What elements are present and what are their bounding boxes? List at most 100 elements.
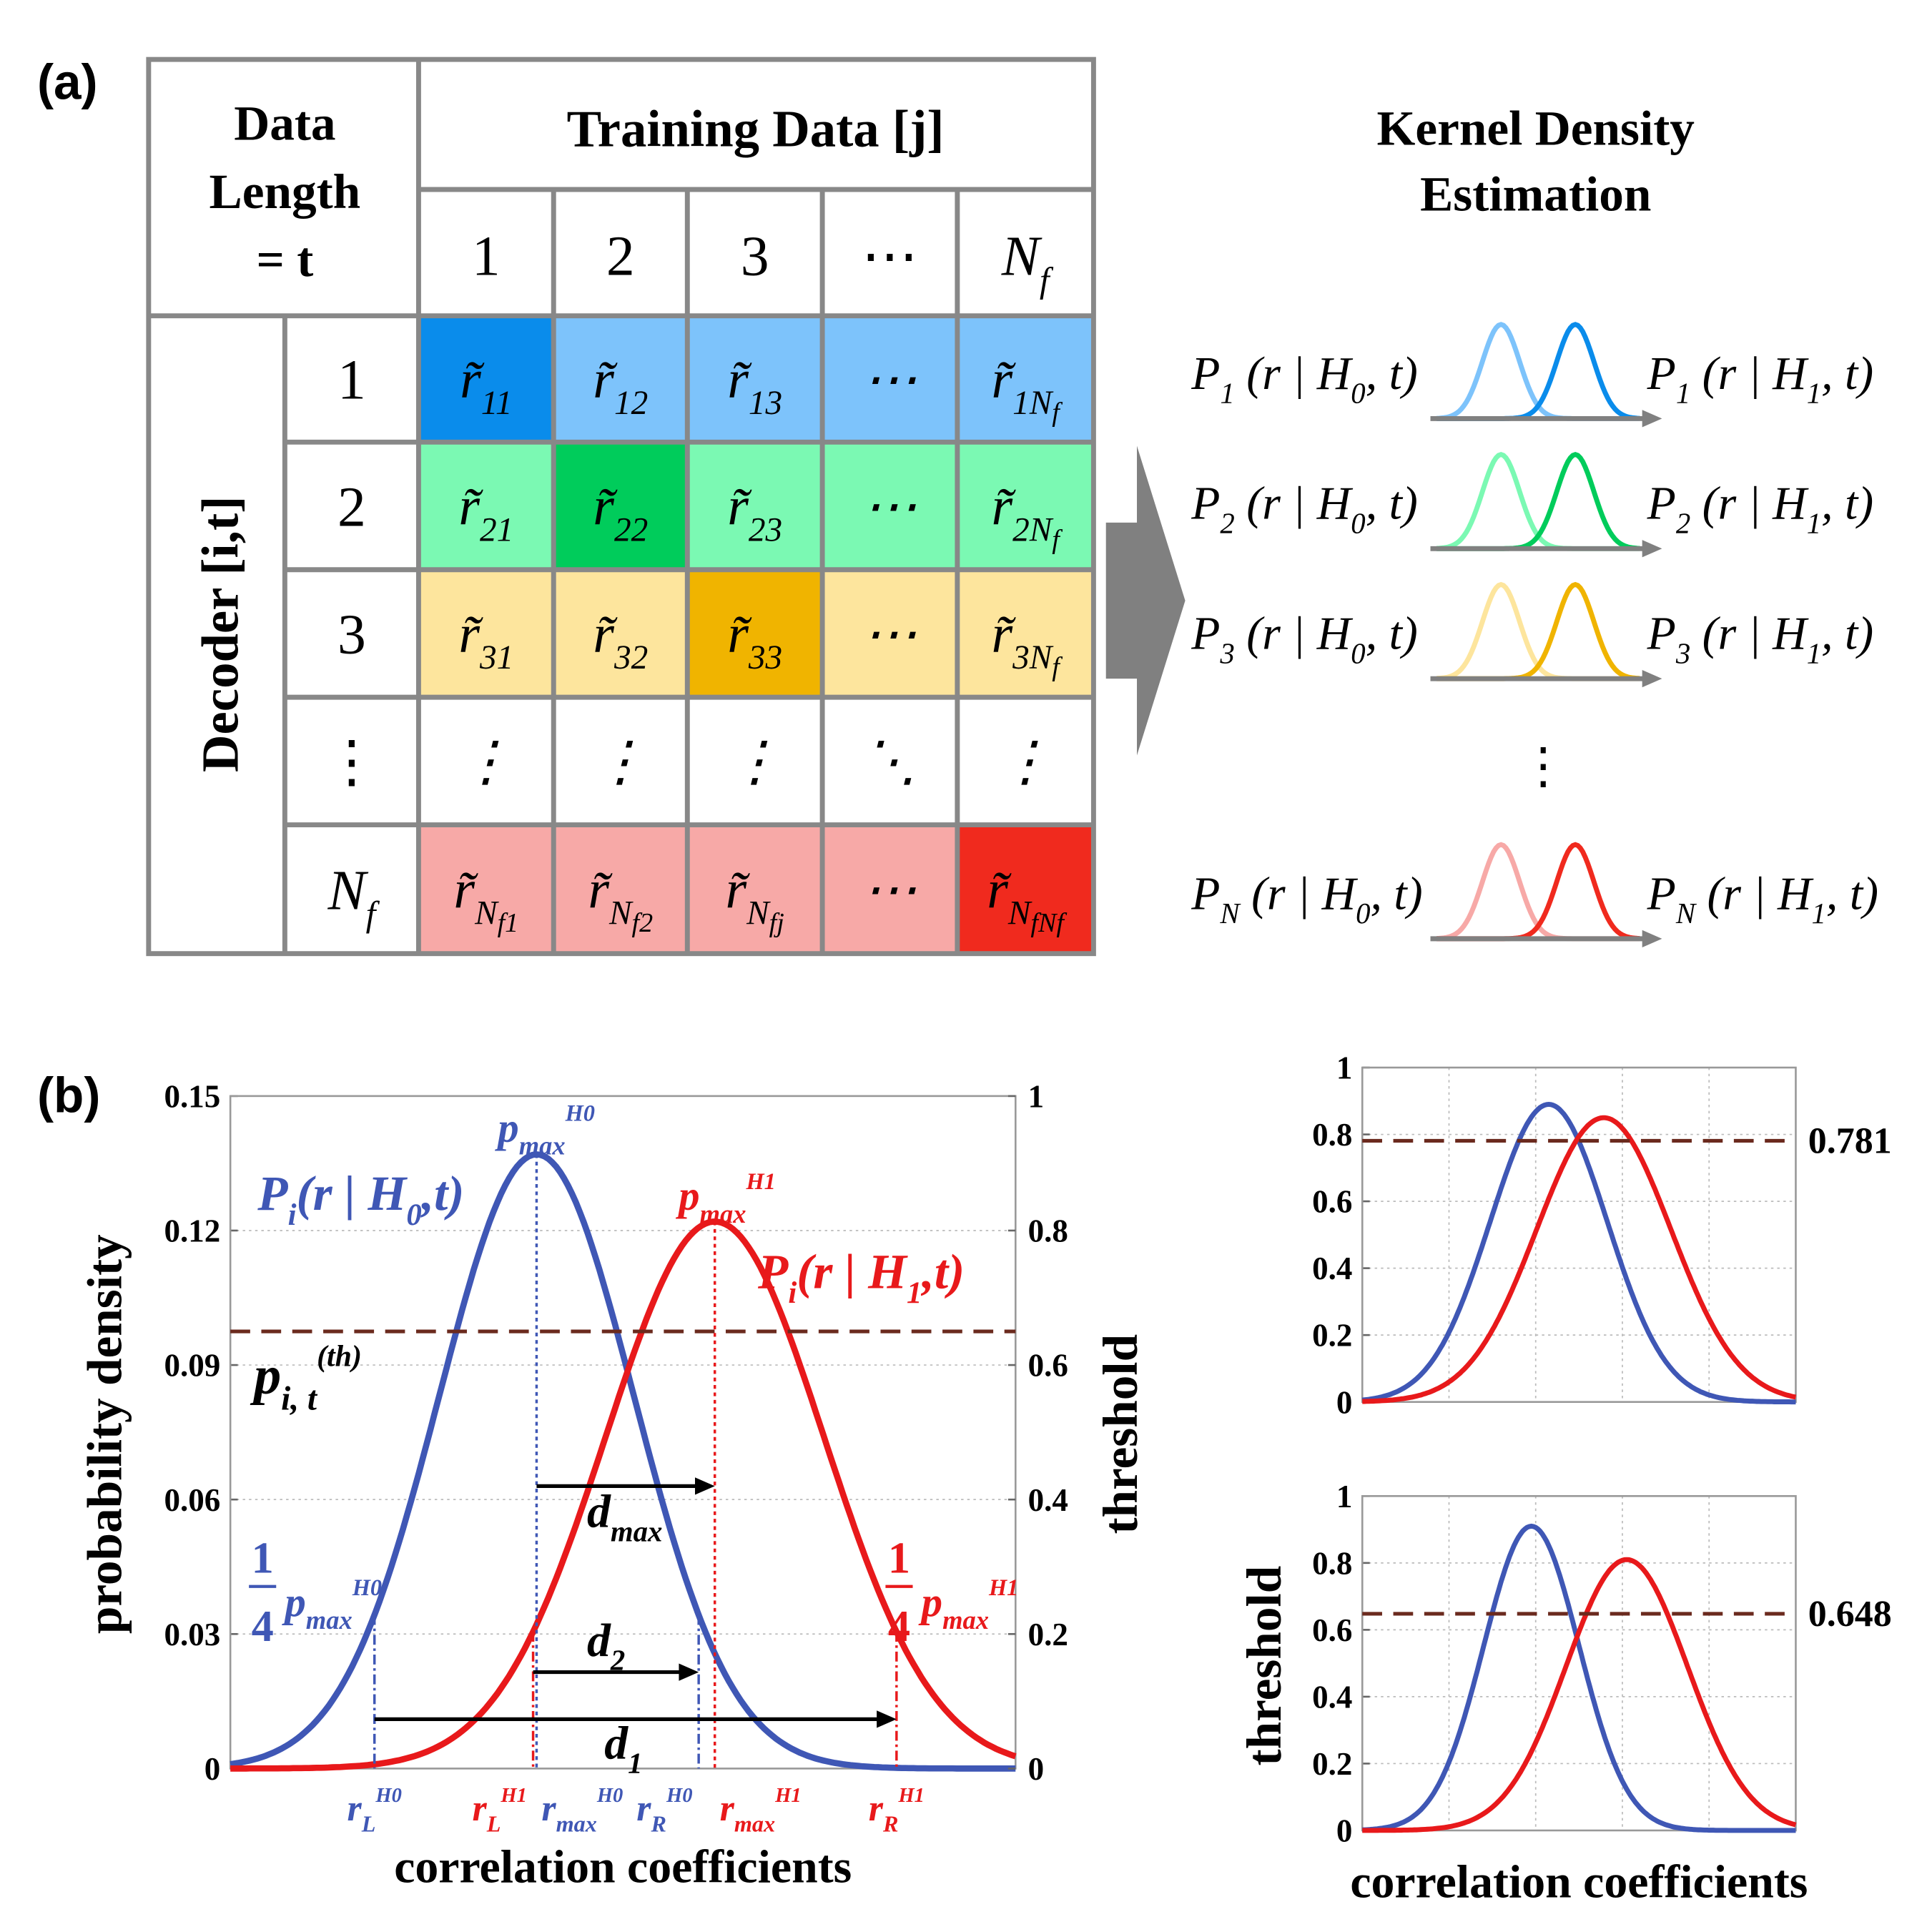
x-tick-label-r: rmaxH1 (720, 1785, 802, 1837)
table-cell-bg (687, 569, 823, 698)
corner-header-line: Data (234, 96, 335, 151)
y-axis-label-right: threshold (1093, 1334, 1148, 1534)
kde-label-h0: PN (r | H0, t) (1191, 867, 1422, 930)
y-tick-label: 0.6 (1312, 1612, 1352, 1648)
row-label: 3 (337, 603, 366, 666)
kde-panel: Kernel Density Estimation P1 (r | H0, t) P1… (1191, 101, 1878, 948)
table-cell: r̃21 (458, 477, 513, 549)
kde-label-h0: P1 (r | H0, t) (1191, 348, 1418, 410)
kde-axis-arrow-icon (1642, 410, 1662, 428)
x-tick-label-r: rRH1 (869, 1785, 925, 1837)
table-cell-bg (957, 569, 1094, 698)
column-header: 3 (741, 225, 769, 288)
label-p-h1: Pi(r | H1,t) (757, 1243, 965, 1310)
x-tick-label-r: rmaxH0 (541, 1785, 623, 1837)
series-line (230, 1218, 1017, 1772)
table-cell: ⋯ (862, 350, 917, 410)
column-header: 2 (606, 225, 635, 288)
y-tick-label: 0.03 (164, 1617, 221, 1652)
table-cell-bg (957, 442, 1094, 570)
fraction-quarter-h1-num: 1 (888, 1534, 910, 1583)
table-cell: r̃NfNf (987, 860, 1067, 938)
table-cell-bg (687, 824, 823, 954)
threshold-value-label: 0.781 (1808, 1121, 1892, 1162)
y-tick-label: 1 (1336, 1050, 1353, 1086)
row-label: ⋮ (323, 731, 380, 794)
table-cell-bg (553, 315, 688, 443)
table-cell: r̃3Nf (991, 604, 1063, 682)
y-tick-label: 0 (204, 1751, 221, 1787)
chart-bottom-right: 0 0.2 0.4 0.6 0.8 1 0.648 threshold correlation … (1236, 1479, 1892, 1908)
label-d-1: d1 (604, 1717, 642, 1780)
decoder-label: Decoder [i,t] (192, 496, 250, 772)
y-tick-label: 1 (1336, 1479, 1353, 1514)
y-tick-label: 0.2 (1312, 1318, 1352, 1354)
table-cell: r̃31 (458, 604, 513, 676)
table-cell-bg (822, 824, 957, 954)
table-cell-bg (822, 697, 957, 825)
table-cell-bg (822, 569, 957, 698)
table-cell-bg (418, 442, 554, 570)
panel-label-a: (a) (37, 54, 98, 110)
x-tick-label-r: rLH1 (473, 1785, 527, 1837)
table-cell: r̃13 (727, 350, 782, 422)
kde-axis-arrow-icon (1642, 930, 1662, 948)
y-tick-label-right: 0 (1028, 1751, 1045, 1787)
table-cell-bg (553, 697, 688, 825)
kde-label-h1: P1 (r | H1, t) (1647, 348, 1874, 410)
x-axis-label: correlation coefficients (394, 1841, 852, 1893)
y-tick-label: 0.2 (1312, 1746, 1352, 1782)
kde-title-line: Kernel Density (1377, 101, 1695, 156)
y-tick-label: 0.06 (164, 1482, 221, 1518)
kde-axis-arrow-icon (1642, 670, 1662, 688)
table-cell: r̃33 (727, 604, 782, 676)
table-cell: r̃23 (727, 477, 782, 549)
kde-label-h0: P3 (r | H0, t) (1191, 608, 1418, 670)
table-cell: ⋮ (728, 731, 782, 792)
panel-label-b: (b) (37, 1067, 100, 1123)
y-tick-label-right: 0.4 (1028, 1482, 1068, 1518)
table-cell-bg (687, 442, 823, 570)
table-cell: r̃12 (593, 350, 648, 422)
series-line (1362, 1523, 1796, 1833)
table-cell: r̃22 (593, 477, 648, 549)
label-d-2: d2 (587, 1615, 625, 1677)
label-d-max: dmax (587, 1486, 662, 1548)
y-tick-label-right: 0.2 (1028, 1617, 1068, 1652)
kde-label-h1: P3 (r | H1, t) (1647, 608, 1874, 670)
table-cell-bg (687, 697, 823, 825)
table-cell: r̃Nfj (726, 860, 784, 938)
table-cell: ⋱ (862, 731, 917, 792)
label-pmax-h1: pmaxH1 (675, 1169, 776, 1228)
kde-label-h1: PN (r | H1, t) (1647, 867, 1878, 930)
plot-frame (1361, 1495, 1797, 1832)
row-label: 1 (337, 349, 366, 412)
panel-b: (b) 0 0.03 0.06 0.09 0.12 0.15 0 0.2 0.4 0.6 0.8 1 pr… (37, 1067, 1148, 1893)
table-cell: r̃2Nf (991, 477, 1063, 555)
y-tick-label: 0.09 (164, 1348, 221, 1384)
row-label: 2 (337, 475, 366, 538)
label-quarter-pmax-h0: pmaxH0 (281, 1575, 382, 1635)
table-cell-bg (553, 442, 688, 570)
table-cell: r̃Nf1 (453, 860, 518, 938)
table-cell: ⋯ (862, 477, 917, 537)
y-tick-label-right: 1 (1028, 1078, 1045, 1114)
label-pmax-h0: pmaxH0 (494, 1101, 595, 1160)
series-line (1362, 1115, 1797, 1404)
y-tick-label: 0.4 (1312, 1251, 1352, 1286)
label-p-h0: Pi(r | H0,t) (257, 1165, 464, 1232)
y-tick-label: 0.4 (1312, 1679, 1352, 1715)
table-cell: ⋯ (862, 604, 917, 664)
big-arrow-icon (1105, 445, 1186, 756)
arrow-d-max-head-icon (694, 1477, 715, 1495)
table-cell: ⋯ (862, 860, 917, 920)
y-tick-label: 0.12 (164, 1213, 221, 1249)
plot-frame (229, 1095, 1017, 1770)
table-cell-bg (957, 697, 1094, 825)
table-cell-bg (822, 442, 957, 570)
table-cell-bg (553, 824, 688, 954)
table-cell-bg (957, 824, 1094, 954)
y-tick-label: 0.6 (1312, 1184, 1352, 1220)
chart-top-right: 0 0.2 0.4 0.6 0.8 1 0.781 (1312, 1050, 1892, 1421)
